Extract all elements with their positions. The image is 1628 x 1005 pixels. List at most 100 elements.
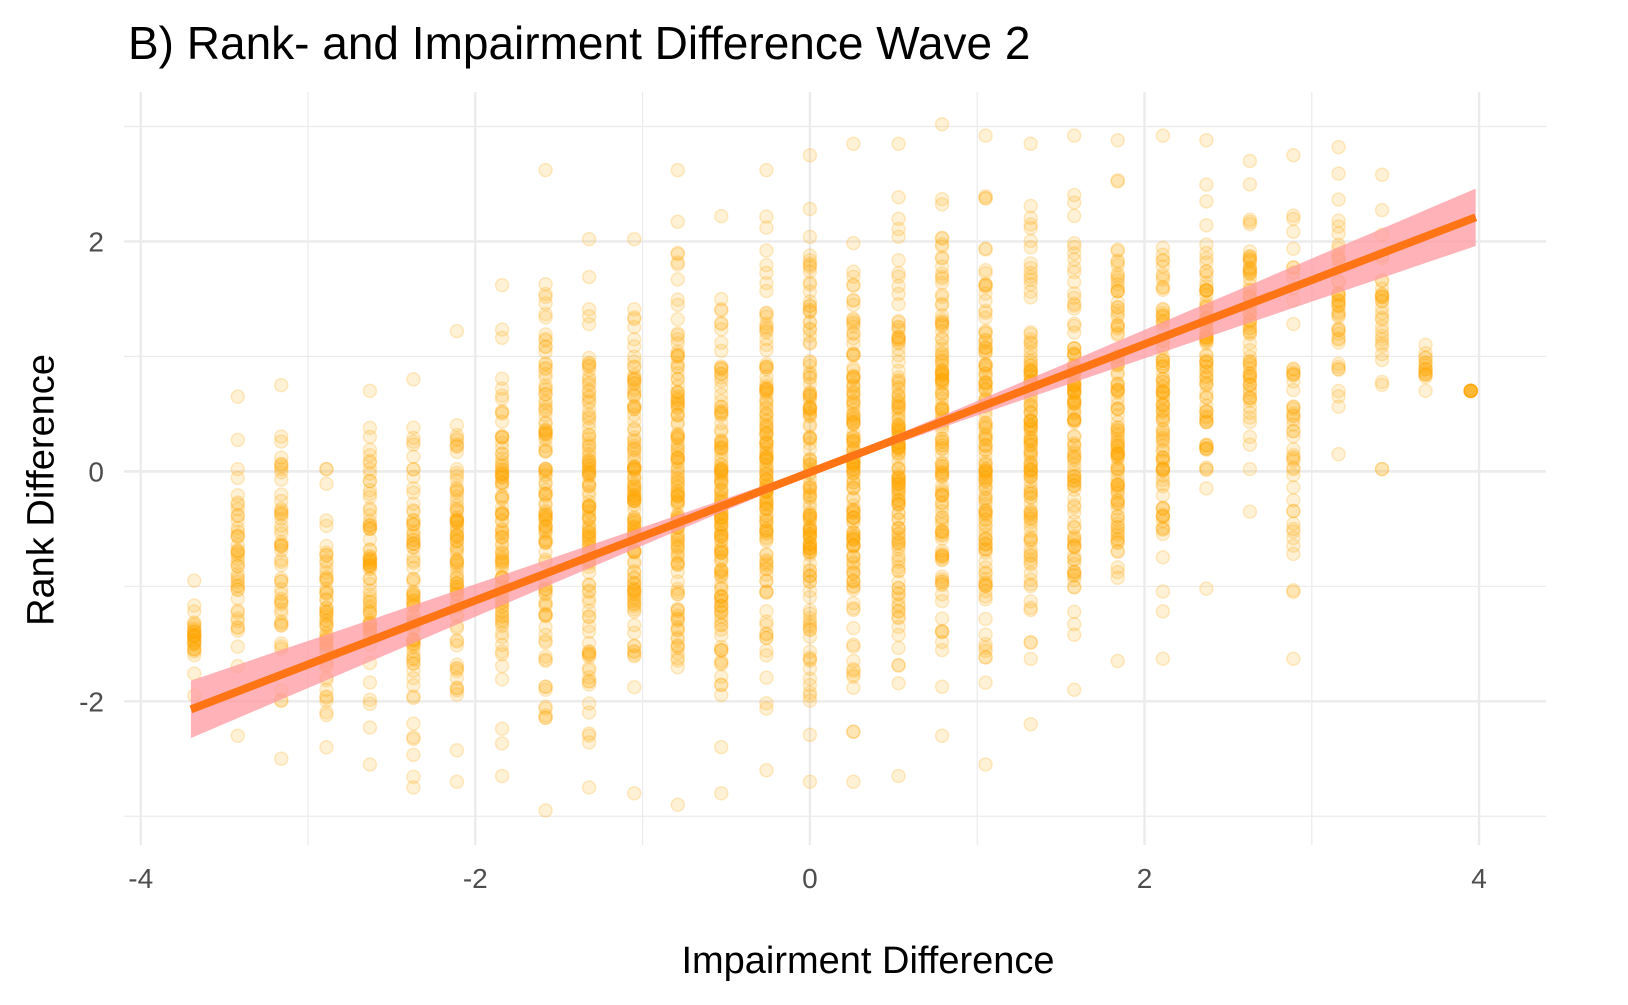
data-point xyxy=(319,609,334,624)
data-point xyxy=(362,571,378,586)
data-point xyxy=(759,508,774,523)
data-point xyxy=(713,613,729,628)
data-point xyxy=(1199,264,1214,280)
data-point xyxy=(319,584,334,599)
data-point xyxy=(713,335,729,350)
data-point xyxy=(274,503,289,518)
data-point xyxy=(319,538,334,554)
data-point xyxy=(230,513,246,528)
data-point xyxy=(362,486,378,502)
data-point xyxy=(494,478,510,494)
data-point xyxy=(934,236,950,252)
data-point xyxy=(406,532,421,548)
data-point xyxy=(626,332,642,347)
data-point xyxy=(670,622,685,637)
data-point xyxy=(494,605,510,620)
data-point xyxy=(274,511,289,527)
data-point xyxy=(362,594,378,610)
data-point xyxy=(494,507,510,522)
data-point xyxy=(187,648,202,663)
data-point xyxy=(230,470,246,486)
data-point xyxy=(1066,316,1082,332)
data-point xyxy=(449,774,465,790)
data-point xyxy=(1155,461,1171,477)
data-point xyxy=(449,575,465,591)
data-point xyxy=(187,636,202,651)
data-point xyxy=(1374,287,1390,303)
data-point xyxy=(187,624,202,640)
data-point xyxy=(891,190,906,205)
data-point xyxy=(449,489,465,504)
data-point xyxy=(187,630,202,645)
data-point xyxy=(670,327,685,343)
data-point xyxy=(1110,535,1125,551)
data-point xyxy=(1023,594,1038,609)
data-point xyxy=(362,542,378,557)
data-point xyxy=(494,381,510,396)
data-point xyxy=(362,720,378,735)
data-point xyxy=(319,461,334,477)
data-point xyxy=(319,600,334,616)
data-point xyxy=(1242,368,1258,384)
data-point xyxy=(1023,136,1038,151)
data-point xyxy=(449,681,465,696)
data-point xyxy=(670,584,685,600)
data-point xyxy=(846,574,861,589)
x-tick-label: -4 xyxy=(128,863,153,894)
data-point xyxy=(406,656,421,671)
data-point xyxy=(581,609,597,624)
data-point xyxy=(449,524,465,540)
data-point xyxy=(670,442,685,458)
data-point xyxy=(802,651,818,667)
data-point xyxy=(1418,345,1433,361)
data-point xyxy=(581,494,597,510)
data-point xyxy=(449,323,465,339)
data-point xyxy=(670,246,685,262)
data-point xyxy=(538,427,553,442)
data-point xyxy=(846,136,861,151)
data-point xyxy=(494,546,510,562)
data-point xyxy=(187,628,202,643)
data-point xyxy=(362,594,378,609)
data-point xyxy=(449,465,465,481)
data-point xyxy=(1331,446,1346,462)
data-point xyxy=(494,467,510,482)
data-point xyxy=(1110,133,1125,148)
data-point xyxy=(494,558,510,574)
data-point xyxy=(802,304,818,319)
data-point xyxy=(406,649,421,664)
data-point xyxy=(406,571,421,587)
data-point xyxy=(846,620,861,636)
data-point xyxy=(759,220,774,235)
data-point xyxy=(406,430,421,446)
data-point xyxy=(274,543,289,558)
data-point xyxy=(538,286,553,302)
data-point xyxy=(187,633,202,648)
data-point xyxy=(1331,335,1346,350)
data-point xyxy=(891,136,906,151)
data-point xyxy=(187,632,202,648)
data-point xyxy=(362,605,378,620)
data-point xyxy=(449,542,465,557)
data-point xyxy=(406,485,421,500)
data-point xyxy=(1242,405,1258,421)
data-point xyxy=(934,374,950,389)
data-point xyxy=(978,241,993,256)
data-point xyxy=(187,644,202,659)
data-point xyxy=(1374,461,1390,477)
data-point xyxy=(406,553,421,569)
data-point xyxy=(1110,242,1125,257)
data-point xyxy=(449,427,465,443)
data-point xyxy=(362,517,378,532)
data-point xyxy=(1023,240,1038,255)
data-point xyxy=(538,344,553,360)
data-point xyxy=(230,547,246,563)
data-point xyxy=(274,557,289,573)
data-point xyxy=(406,434,421,450)
data-point xyxy=(406,516,421,532)
data-point xyxy=(1023,717,1038,732)
data-point xyxy=(494,529,510,545)
data-point xyxy=(846,379,861,395)
data-point xyxy=(1286,224,1301,239)
data-point xyxy=(846,292,861,308)
